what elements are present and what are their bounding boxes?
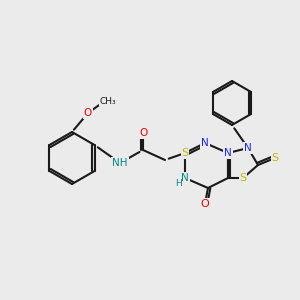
Text: N: N — [224, 148, 232, 158]
Text: CH₃: CH₃ — [100, 97, 116, 106]
Text: N: N — [224, 148, 232, 158]
Text: N: N — [181, 173, 189, 183]
Text: S: S — [239, 173, 247, 183]
Text: H: H — [175, 178, 182, 188]
Text: N: N — [244, 143, 252, 153]
Text: NH: NH — [112, 158, 128, 168]
Text: NH: NH — [112, 158, 128, 168]
Text: S: S — [182, 148, 189, 158]
Text: O: O — [139, 128, 147, 138]
Text: O: O — [201, 199, 209, 209]
Text: S: S — [272, 153, 279, 163]
Text: S: S — [272, 153, 279, 163]
Text: O: O — [201, 199, 209, 209]
Text: S: S — [182, 148, 189, 158]
Text: O: O — [84, 108, 92, 118]
Text: N: N — [201, 138, 209, 148]
Text: O: O — [84, 108, 92, 118]
Text: H: H — [175, 178, 182, 188]
Text: N: N — [201, 138, 209, 148]
Text: S: S — [239, 173, 247, 183]
Text: O: O — [139, 128, 147, 138]
Text: N: N — [181, 173, 189, 183]
Text: N: N — [244, 143, 252, 153]
